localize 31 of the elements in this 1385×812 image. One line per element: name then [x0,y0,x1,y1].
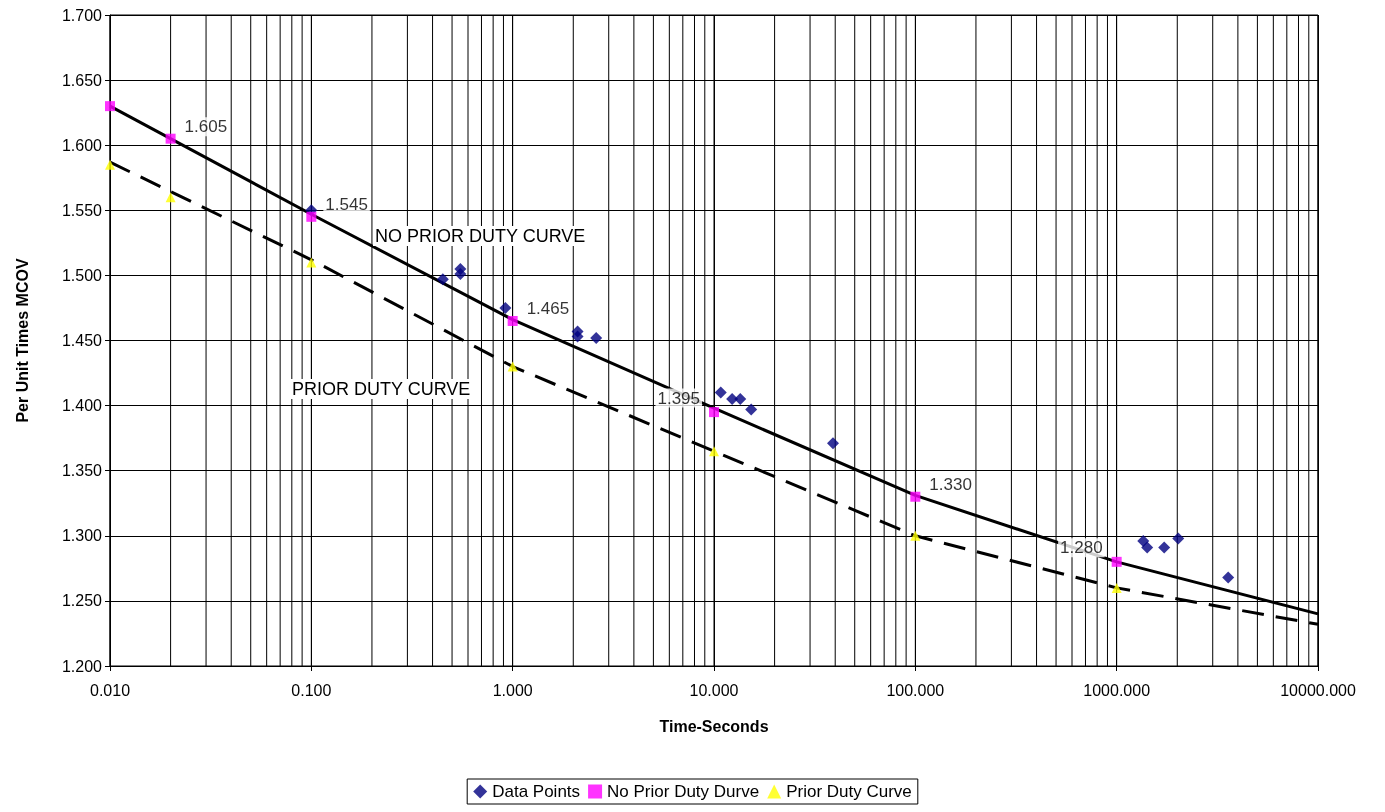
x-tick-label: 0.010 [89,681,131,699]
x-tick-label: 1000.000 [1083,681,1151,699]
y-tick-label: 1.350 [61,462,103,480]
x-axis-title: Time-Seconds [659,717,769,735]
y-axis-title: Per Unit Times MCOV [13,258,31,423]
data-label: 1.280 [1060,538,1103,558]
y-tick-label: 1.200 [61,657,103,675]
data-label: 1.465 [526,299,570,319]
legend-label: Prior Duty Curve [786,782,912,801]
legend-label: Data Points [492,782,581,801]
x-tick-label: 100.000 [886,681,945,699]
y-tick-label: 1.650 [61,71,103,89]
annotation: NO PRIOR DUTY CURVE [375,226,586,246]
x-tick-label: 0.100 [291,681,332,699]
data-label: 1.330 [929,475,972,495]
y-tick-label: 1.300 [61,527,103,545]
data-label: 1.395 [657,388,700,408]
legend-label: No Prior Duty Durve [607,782,760,801]
y-tick-label: 1.450 [61,332,103,349]
y-tick-label: 1.500 [61,266,103,284]
y-tick-label: 1.400 [61,397,103,415]
x-tick-label: 1.000 [492,681,533,699]
data-label: 1.605 [184,117,228,137]
y-tick-label: 1.550 [61,201,103,219]
data-label: 1.545 [325,195,368,215]
y-tick-label: 1.700 [61,6,103,24]
annotation: PRIOR DUTY CURVE [292,379,471,399]
x-tick-label: 10.000 [689,681,739,699]
y-tick-label: 1.600 [61,136,103,154]
x-tick-label: 10000.000 [1280,681,1356,699]
y-tick-label: 1.250 [61,592,103,610]
